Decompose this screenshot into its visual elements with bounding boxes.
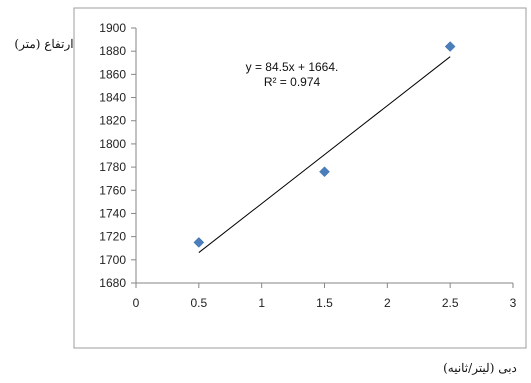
y-tick-label: 1860 <box>99 67 126 81</box>
y-tick-label: 1680 <box>99 276 126 290</box>
x-tick-label: 3 <box>510 296 517 310</box>
x-tick-label: 0 <box>133 296 140 310</box>
y-tick-label: 1760 <box>99 183 126 197</box>
data-point <box>444 41 456 52</box>
data-point <box>319 166 330 178</box>
x-tick-label: 0.5 <box>190 296 207 310</box>
trendline-equation: y = 84.5x + 1664. <box>246 60 339 74</box>
y-tick-label: 1780 <box>99 160 126 174</box>
y-tick-label: 1740 <box>99 206 126 220</box>
y-tick-label: 1720 <box>99 230 126 244</box>
y-tick-label: 1840 <box>99 91 126 105</box>
trendline-r-squared: R² = 0.974 <box>264 75 321 89</box>
y-tick-label: 1700 <box>99 253 126 267</box>
trendline-group <box>198 56 451 253</box>
y-tick-label: 1800 <box>99 137 126 151</box>
x-tick-label: 1.5 <box>316 296 333 310</box>
y-tick-label: 1820 <box>99 114 126 128</box>
data-point <box>193 237 205 248</box>
trendline <box>198 56 451 253</box>
axes <box>131 27 514 288</box>
tick-labels: 1680 1700 1720 1740 1760 1780 1800 1820 1840 1860… <box>99 21 516 310</box>
data-points <box>193 41 456 248</box>
x-tick-label: 2 <box>384 296 391 310</box>
x-axis-label: دبی (لیتر/ثانیه) <box>443 361 517 375</box>
y-tick-label: 1900 <box>99 21 126 35</box>
x-tick-label: 1 <box>258 296 265 310</box>
chart-area-border <box>73 7 527 349</box>
y-tick-label: 1880 <box>99 44 126 58</box>
x-tick-label: 2.5 <box>442 296 459 310</box>
y-axis-label: ارتفاع (متر) <box>14 37 73 51</box>
